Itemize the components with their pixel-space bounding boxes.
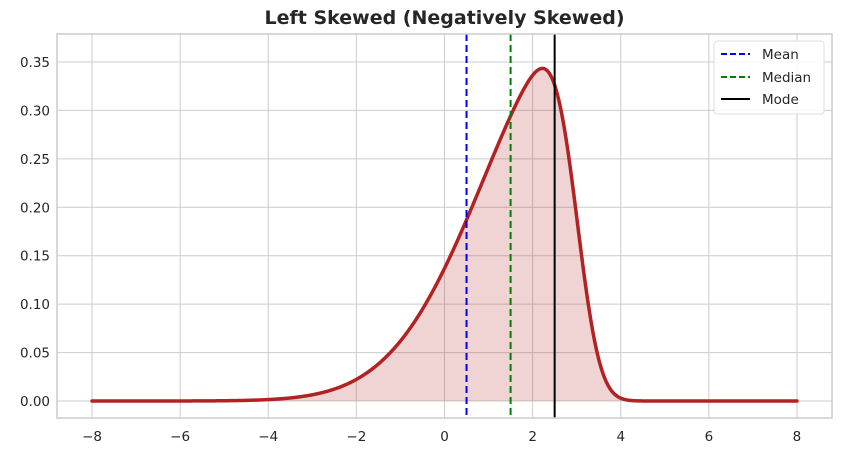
x-tick-label: 4 [616, 429, 625, 445]
legend-mean-label: Mean [762, 47, 799, 63]
x-tick-label: 6 [705, 429, 714, 445]
y-tick-label: 0.25 [20, 152, 50, 168]
x-tick-label: 2 [528, 429, 537, 445]
x-tick-label: −2 [346, 429, 366, 445]
y-axis-ticks: 0.00 0.05 0.10 0.15 0.20 0.25 0.30 0.35 [20, 55, 50, 410]
axes-frame [56, 33, 833, 419]
legend-median-label: Median [762, 70, 811, 86]
x-tick-label: −4 [258, 429, 278, 445]
legend: Mean Median Mode [713, 40, 825, 115]
density-fill [92, 68, 797, 401]
y-tick-label: 0.05 [20, 346, 50, 362]
x-axis-ticks: −8 −6 −4 −2 0 2 4 6 8 [82, 429, 801, 445]
y-tick-label: 0.35 [20, 55, 50, 71]
reference-lines [465, 34, 556, 418]
y-tick-label: 0.30 [20, 103, 50, 119]
x-tick-label: −8 [82, 429, 102, 445]
plot-area [90, 66, 799, 403]
legend-box [713, 40, 825, 115]
chart-title: Left Skewed (Negatively Skewed) [265, 7, 625, 29]
x-tick-label: 0 [440, 429, 449, 445]
y-tick-label: 0.00 [20, 394, 50, 410]
legend-mode-label: Mode [762, 92, 799, 108]
y-tick-label: 0.20 [20, 200, 50, 216]
density-curve [90, 66, 799, 403]
x-tick-label: −6 [170, 429, 190, 445]
x-tick-label: 8 [793, 429, 802, 445]
y-tick-label: 0.10 [20, 297, 50, 313]
y-tick-label: 0.15 [20, 249, 50, 265]
